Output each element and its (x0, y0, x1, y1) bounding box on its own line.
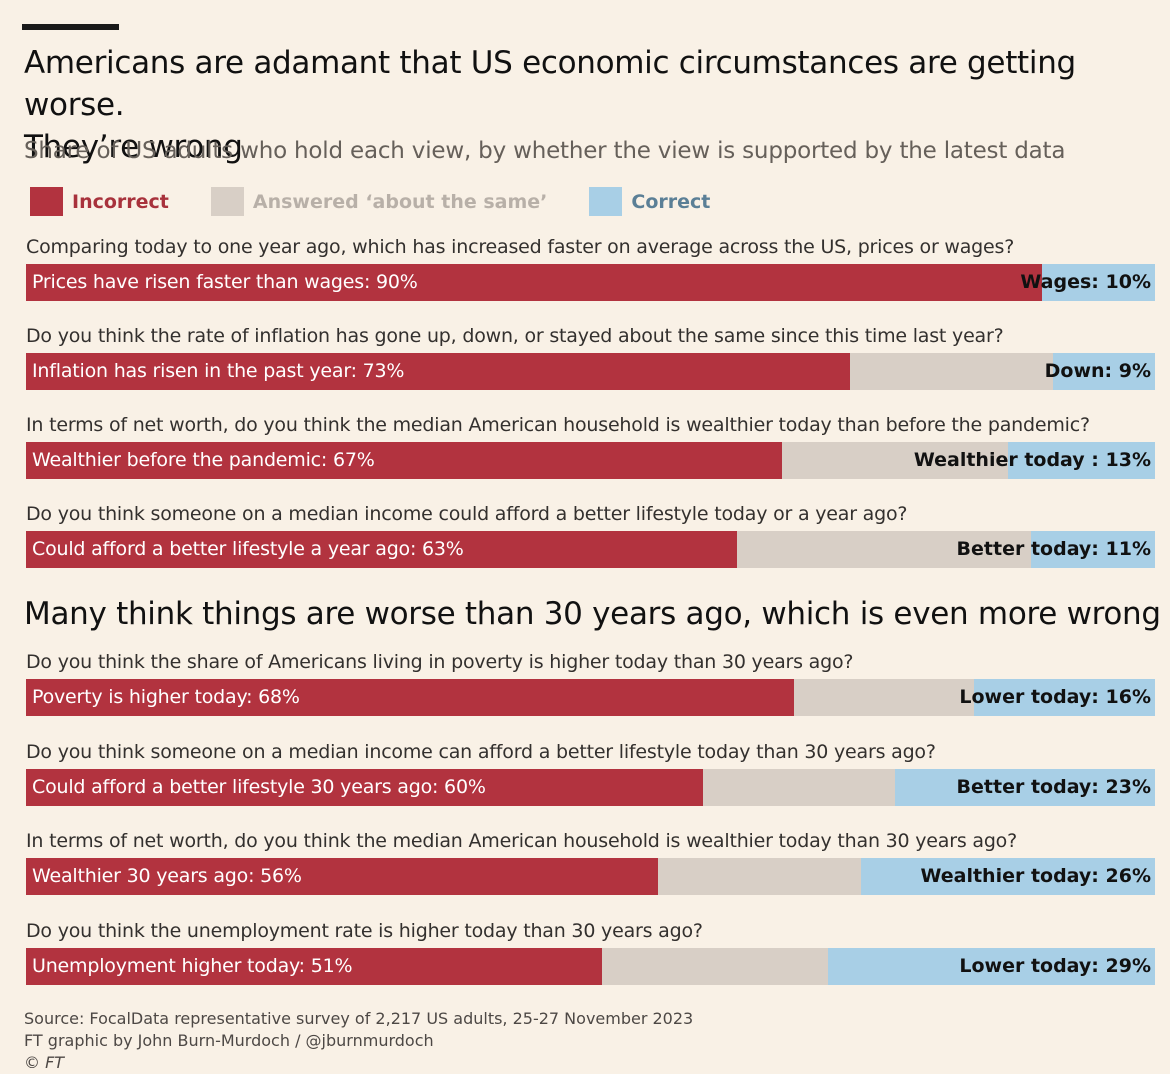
copyright-note: © FT (24, 1053, 65, 1072)
bar-segment-correct (861, 858, 1155, 895)
bar-segment-correct (974, 679, 1155, 716)
legend-label: Incorrect (72, 190, 169, 213)
legend-swatch (589, 187, 623, 216)
legend-label: Answered ‘about the same’ (252, 190, 548, 213)
legend-item: Answered ‘about the same’ (210, 187, 548, 216)
correct-data-label: Wages: 10% (1020, 271, 1151, 293)
legend-item: Correct (589, 187, 710, 216)
incorrect-data-label: Could afford a better lifestyle a year a… (32, 538, 464, 560)
incorrect-data-label: Inflation has risen in the past year: 73… (32, 360, 405, 382)
bar-segment-same (793, 679, 975, 716)
chart-title: Americans are adamant that US economic c… (24, 42, 1170, 168)
stacked-bar: Could afford a better lifestyle a year a… (26, 531, 1155, 568)
incorrect-data-label: Prices have risen faster than wages: 90% (32, 271, 418, 293)
bar-segment-correct (1008, 442, 1155, 479)
correct-data-label: Wealthier today: 26% (920, 865, 1151, 887)
bar-segment-incorrect (26, 679, 794, 716)
footer: Source: FocalData representative survey … (24, 1008, 693, 1074)
correct-data-label: Wealthier today : 13% (913, 449, 1151, 471)
legend-swatch (30, 187, 63, 216)
incorrect-data-label: Wealthier 30 years ago: 56% (32, 865, 302, 887)
stacked-bar: Prices have risen faster than wages: 90%… (26, 264, 1155, 301)
incorrect-data-label: Unemployment higher today: 51% (32, 955, 353, 977)
bar-segment-incorrect (26, 353, 851, 390)
chart-title-line2: They’re wrong (24, 129, 243, 165)
legend-label: Correct (631, 190, 711, 213)
bar-segment-incorrect (26, 769, 704, 806)
bar-segment-incorrect (26, 948, 602, 985)
chart-title-line1: Americans are adamant that US economic c… (24, 45, 1076, 123)
bar-segment-correct (895, 769, 1155, 806)
title-accent-bar (22, 24, 119, 30)
bar-segment-same (601, 948, 828, 985)
bar-segment-same (850, 353, 1054, 390)
section-title: Many think things are worse than 30 year… (24, 596, 1161, 632)
stacked-bar: Could afford a better lifestyle 30 years… (26, 769, 1155, 806)
chart-subtitle: Share of US adults who hold each view, b… (24, 138, 1066, 164)
bar-segment-correct (1053, 353, 1155, 390)
stacked-bar: Wealthier before the pandemic: 67% Wealth… (26, 442, 1155, 479)
bar-segment-correct (1030, 531, 1155, 568)
bar-segment-same (737, 531, 1031, 568)
correct-data-label: Down: 9% (1044, 360, 1151, 382)
bar-segment-same (658, 858, 862, 895)
bar-segment-incorrect (26, 264, 1043, 301)
source-note: Source: FocalData representative survey … (24, 1009, 694, 1028)
question-text: Do you think someone on a median income … (26, 503, 908, 525)
stacked-bar: Poverty is higher today: 68% Lower today:… (26, 679, 1155, 716)
question-text: Do you think the unemployment rate is hi… (26, 920, 703, 942)
credit-note: FT graphic by John Burn-Murdoch / @jburn… (24, 1031, 434, 1050)
stacked-bar: Wealthier 30 years ago: 56% Wealthier tod… (26, 858, 1155, 895)
bar-segment-correct (1042, 264, 1155, 301)
bar-segment-incorrect (26, 442, 783, 479)
question-text: In terms of net worth, do you think the … (26, 414, 1090, 436)
legend-swatch (210, 187, 244, 216)
legend: Incorrect Answered ‘about the same’ Correc… (30, 187, 752, 216)
correct-data-label: Better today: 23% (956, 776, 1151, 798)
incorrect-data-label: Could afford a better lifestyle 30 years… (32, 776, 486, 798)
bar-segment-same (782, 442, 1009, 479)
correct-data-label: Better today: 11% (956, 538, 1151, 560)
bar-segment-same (703, 769, 896, 806)
incorrect-data-label: Wealthier before the pandemic: 67% (32, 449, 375, 471)
question-text: In terms of net worth, do you think the … (26, 830, 1017, 852)
correct-data-label: Lower today: 16% (959, 686, 1151, 708)
bar-segment-incorrect (26, 858, 659, 895)
question-text: Do you think the share of Americans livi… (26, 651, 854, 673)
bar-segment-incorrect (26, 531, 738, 568)
correct-data-label: Lower today: 29% (959, 955, 1151, 977)
incorrect-data-label: Poverty is higher today: 68% (32, 686, 300, 708)
stacked-bar: Inflation has risen in the past year: 73… (26, 353, 1155, 390)
legend-item: Incorrect (30, 187, 169, 216)
question-text: Do you think the rate of inflation has g… (26, 325, 1004, 347)
stacked-bar: Unemployment higher today: 51% Lower toda… (26, 948, 1155, 985)
question-text: Do you think someone on a median income … (26, 741, 936, 763)
bar-segment-correct (827, 948, 1155, 985)
question-text: Comparing today to one year ago, which h… (26, 236, 1015, 258)
